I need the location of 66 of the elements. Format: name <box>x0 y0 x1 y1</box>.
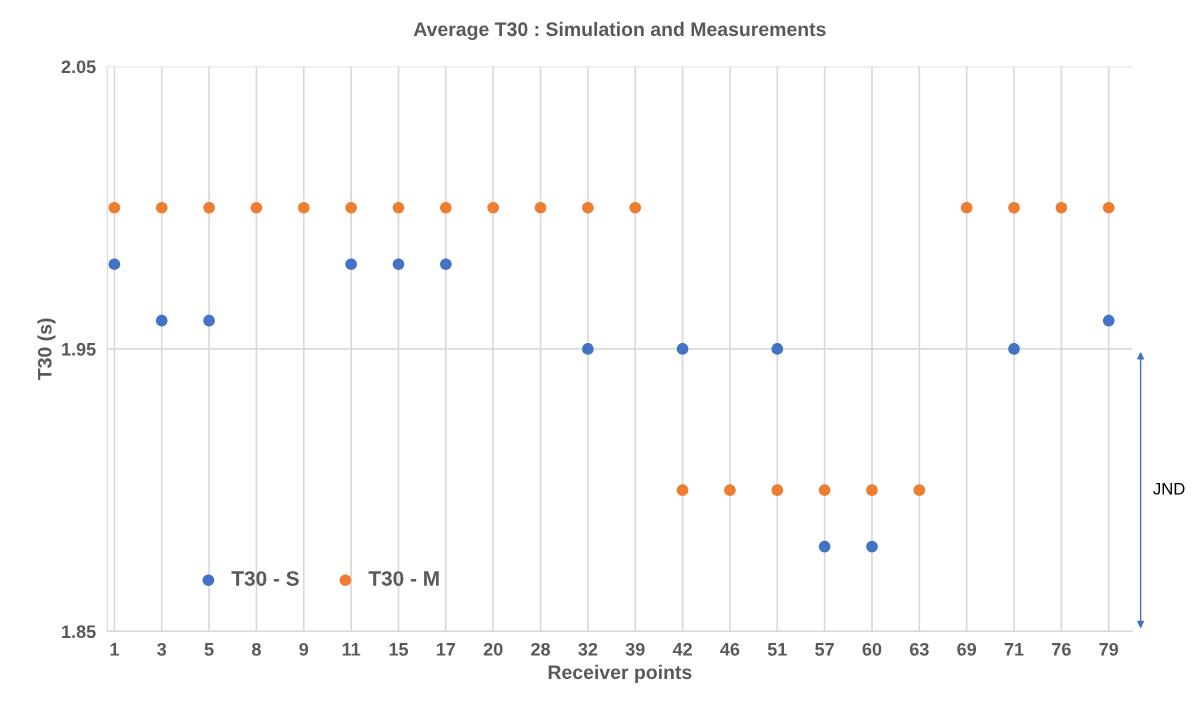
point <box>866 540 878 553</box>
point <box>250 201 263 214</box>
point <box>866 484 878 496</box>
point <box>155 314 168 327</box>
point <box>1055 201 1068 214</box>
x-tick-label: 51 <box>767 643 787 656</box>
x-tick-label: 11 <box>342 643 361 656</box>
x-tick-label: 60 <box>862 642 882 656</box>
point <box>440 201 452 214</box>
text: JND <box>1153 482 1185 495</box>
x-tick-label: 71 <box>1004 643 1024 656</box>
point <box>582 343 594 355</box>
point <box>913 484 926 496</box>
x-tick-label: 79 <box>1099 642 1119 656</box>
chart-title: Average T30 : Simulation and Measurements <box>413 21 826 41</box>
point <box>771 343 784 355</box>
x-tick-label: 1 <box>110 643 119 656</box>
point <box>629 201 642 214</box>
x-tick-label: 8 <box>251 642 261 656</box>
x-tick-label: 63 <box>909 642 929 656</box>
legend-label: T30 - S <box>231 571 299 586</box>
point <box>724 484 736 496</box>
point <box>771 484 784 496</box>
y-tick-label: 1.85 <box>62 625 96 639</box>
point <box>345 258 357 270</box>
x-tick-label: 15 <box>389 643 409 656</box>
x-tick-label: 39 <box>625 642 645 656</box>
point <box>818 540 831 553</box>
point <box>534 201 547 214</box>
y-tick-label: 1.95 <box>62 342 96 356</box>
x-tick-label: 5 <box>204 643 214 656</box>
x-axis-title: Receiver points <box>548 664 692 683</box>
x-tick-label: 69 <box>957 642 977 656</box>
x-tick-label: 20 <box>483 642 503 656</box>
point <box>297 201 310 214</box>
point <box>345 201 357 214</box>
point <box>818 484 831 496</box>
x-tick-label: 42 <box>672 642 692 656</box>
point <box>108 258 121 270</box>
point <box>203 201 215 214</box>
x-tick-label: 46 <box>720 642 740 656</box>
x-tick-label: 3 <box>157 642 167 656</box>
x-tick-label: 28 <box>531 642 551 656</box>
point <box>1102 314 1115 327</box>
point <box>203 314 215 327</box>
point <box>1008 343 1020 355</box>
point <box>582 201 594 214</box>
x-tick-label: 9 <box>299 642 309 656</box>
x-tick-label: 57 <box>815 643 834 656</box>
point <box>1102 201 1115 214</box>
point <box>392 258 405 270</box>
point <box>392 201 405 214</box>
point <box>108 201 121 214</box>
point <box>1008 201 1020 214</box>
x-tick-label: 32 <box>578 642 598 656</box>
x-tick-label: 17 <box>436 643 456 656</box>
y-axis-title: T30 (s) <box>37 318 56 381</box>
point <box>487 201 499 214</box>
legend-label: T30 - M <box>368 571 439 586</box>
point <box>960 201 973 214</box>
point <box>440 258 452 270</box>
point <box>155 201 168 214</box>
y-tick-label: 2.05 <box>61 60 96 74</box>
point <box>676 484 689 496</box>
x-tick-label: 76 <box>1052 642 1071 656</box>
point <box>676 343 689 355</box>
